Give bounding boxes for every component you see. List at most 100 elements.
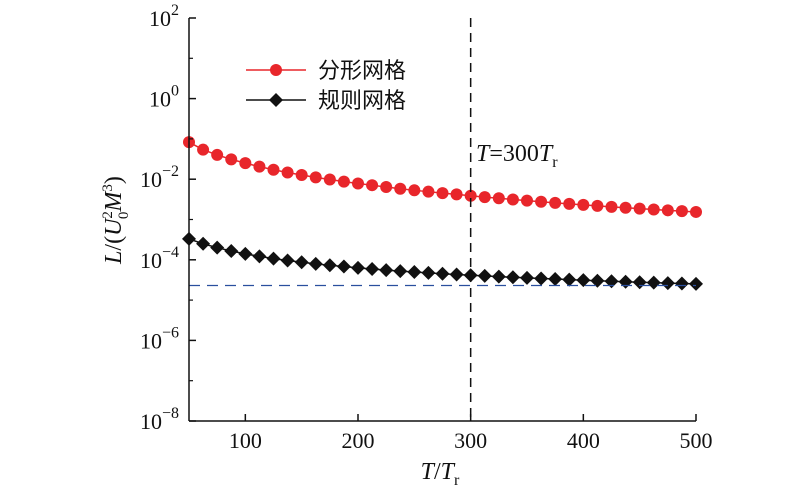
data-point-fractal: [380, 181, 393, 194]
data-point-regular: [548, 272, 563, 287]
y-label-sub0: 0: [116, 212, 132, 220]
data-point-fractal: [661, 204, 674, 217]
data-point-regular: [407, 265, 422, 280]
legend-item-fractal: 分形网格: [246, 59, 406, 84]
data-point-regular: [562, 272, 577, 287]
data-point-regular: [196, 236, 211, 251]
x-tick-label: 300: [454, 428, 487, 453]
legend: 分形网格 规则网格: [246, 59, 406, 114]
data-point-fractal: [492, 192, 505, 205]
data-point-fractal: [323, 173, 336, 186]
x-tick-label: 400: [567, 428, 600, 453]
data-point-fractal: [337, 175, 350, 188]
data-point-regular: [449, 267, 464, 282]
data-point-regular: [393, 264, 408, 279]
y-label-sup3: 3: [100, 184, 116, 192]
data-point-regular: [224, 244, 239, 259]
data-point-regular: [477, 268, 492, 283]
data-point-fractal: [563, 197, 576, 210]
y-tick-label: 10−4: [140, 244, 179, 273]
legend-marker-regular: [269, 93, 283, 107]
y-label-l: L: [101, 251, 127, 265]
data-point-fractal: [253, 160, 266, 173]
data-point-fractal: [450, 188, 463, 201]
data-point-regular: [379, 263, 394, 278]
data-point-regular: [590, 273, 605, 288]
y-label-close: ): [101, 176, 127, 184]
x-tick-label: 200: [342, 428, 375, 453]
data-point-regular: [238, 246, 253, 261]
data-point-fractal: [675, 205, 688, 218]
data-point-regular: [505, 270, 520, 285]
annotation-var2: T: [539, 141, 554, 167]
data-point-fractal: [309, 171, 322, 184]
data-point-fractal: [478, 191, 491, 204]
data-point-fractal: [605, 200, 618, 213]
data-point-regular: [435, 266, 450, 281]
data-point-fractal: [633, 202, 646, 215]
data-point-regular: [674, 276, 689, 291]
x-label-slash: /: [434, 459, 441, 485]
data-point-regular: [252, 249, 267, 264]
y-tick-label: 100: [149, 83, 179, 112]
data-point-regular: [534, 271, 549, 286]
data-point-fractal: [267, 163, 280, 176]
data-point-fractal: [422, 185, 435, 198]
data-point-fractal: [281, 166, 294, 179]
data-point-fractal: [521, 194, 533, 207]
y-label-sup2: 2: [100, 211, 116, 219]
y-label-open: /(: [101, 236, 127, 251]
data-point-regular: [689, 276, 703, 291]
data-point-regular: [322, 258, 337, 273]
data-point-regular: [294, 255, 309, 270]
data-point-fractal: [225, 153, 238, 166]
data-point-fractal: [535, 195, 548, 208]
data-point-regular: [336, 259, 351, 274]
data-point-regular: [351, 260, 365, 275]
data-point-fractal: [211, 148, 224, 161]
reference-layer: [189, 18, 696, 421]
data-point-regular: [421, 265, 436, 280]
data-point-regular: [576, 273, 591, 288]
data-point-regular: [491, 269, 506, 284]
legend-label-regular: 规则网格: [318, 89, 406, 114]
data-point-regular: [520, 270, 534, 285]
data-point-fractal: [295, 169, 308, 182]
x-axis-label: T/Tr: [421, 459, 460, 489]
data-point-fractal: [394, 182, 407, 195]
y-label-m: M: [101, 190, 127, 213]
data-point-fractal: [619, 201, 632, 214]
legend-marker-fractal: [270, 64, 282, 76]
data-point-fractal: [577, 198, 590, 211]
data-point-regular: [660, 276, 675, 291]
y-tick-label: 102: [149, 2, 179, 31]
annotation-eq: =300: [489, 141, 539, 167]
x-tick-label: 500: [680, 428, 713, 453]
data-point-regular: [365, 262, 380, 277]
data-point-regular: [210, 240, 225, 255]
annotation-label: T=300Tr: [476, 141, 558, 171]
y-tick-label: 10−2: [140, 163, 179, 192]
data-point-regular: [308, 256, 323, 271]
y-label-u: U: [101, 217, 127, 236]
x-label-t2: T: [441, 459, 456, 485]
data-point-fractal: [591, 199, 604, 212]
data-point-fractal: [647, 203, 660, 216]
legend-label-fractal: 分形网格: [318, 59, 406, 84]
x-tick-label: 100: [229, 428, 262, 453]
data-point-fractal: [506, 193, 519, 206]
x-label-t: T: [421, 459, 436, 485]
y-axis-label: L/(U20M3): [100, 176, 132, 265]
data-point-fractal: [464, 189, 477, 202]
data-point-regular: [266, 251, 281, 266]
x-label-sub-r: r: [454, 472, 460, 489]
data-point-fractal: [549, 196, 562, 209]
annotation-sub: r: [552, 154, 558, 171]
tick-layer: 100 200 300 400 500 102 100 10−2 10−4 10−6 10−8: [140, 2, 713, 453]
y-tick-label: 10−8: [140, 405, 179, 434]
annotation-var: T: [476, 141, 491, 167]
y-tick-label: 10−6: [140, 324, 179, 353]
data-point-regular: [604, 274, 619, 289]
data-point-fractal: [408, 184, 421, 197]
